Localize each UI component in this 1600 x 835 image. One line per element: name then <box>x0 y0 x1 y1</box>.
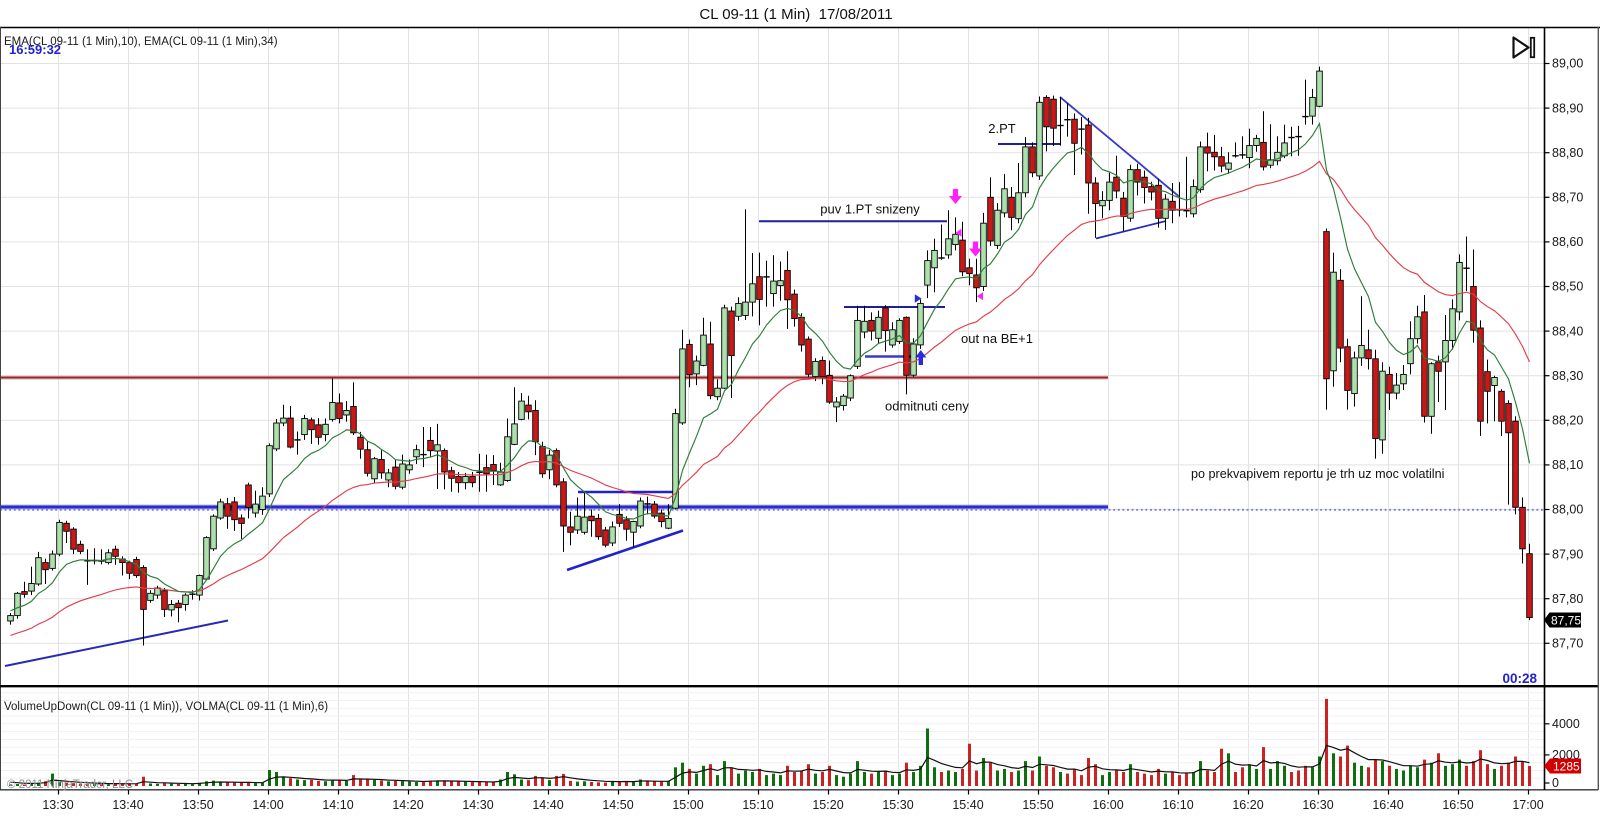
svg-text:88,00: 88,00 <box>1552 503 1583 517</box>
svg-text:88,60: 88,60 <box>1552 235 1583 249</box>
svg-text:odmitnuti ceny: odmitnuti ceny <box>885 399 969 414</box>
svg-text:14:20: 14:20 <box>392 798 423 812</box>
svg-text:16:30: 16:30 <box>1302 798 1333 812</box>
svg-text:00:28: 00:28 <box>1502 671 1537 686</box>
svg-text:13:40: 13:40 <box>112 798 143 812</box>
svg-text:14:30: 14:30 <box>462 798 493 812</box>
svg-text:VolumeUpDown(CL 09-11 (1 Min)): VolumeUpDown(CL 09-11 (1 Min)), VOLMA(CL… <box>4 701 328 713</box>
svg-text:14:40: 14:40 <box>532 798 563 812</box>
svg-text:87,80: 87,80 <box>1552 592 1583 606</box>
svg-text:CL 09-11 (1 Min) 17/08/2011: CL 09-11 (1 Min) 17/08/2011 <box>699 6 892 23</box>
svg-text:16:50: 16:50 <box>1442 798 1473 812</box>
svg-text:EMA(CL 09-11 (1 Min),10), EMA(: EMA(CL 09-11 (1 Min),10), EMA(CL 09-11 (… <box>4 36 278 48</box>
svg-text:89,00: 89,00 <box>1552 57 1583 71</box>
svg-text:14:50: 14:50 <box>602 798 633 812</box>
svg-text:87,90: 87,90 <box>1552 547 1583 561</box>
svg-text:15:50: 15:50 <box>1022 798 1053 812</box>
svg-text:15:20: 15:20 <box>812 798 843 812</box>
svg-text:88,70: 88,70 <box>1552 191 1583 205</box>
svg-text:po prekvapivem reportu je trh: po prekvapivem reportu je trh uz moc vol… <box>1191 467 1444 481</box>
svg-text:puv 1.PT snizeny: puv 1.PT snizeny <box>820 202 920 217</box>
svg-text:16:20: 16:20 <box>1232 798 1263 812</box>
svg-text:88,30: 88,30 <box>1552 369 1583 383</box>
svg-text:13:30: 13:30 <box>42 798 73 812</box>
svg-text:15:10: 15:10 <box>742 798 773 812</box>
svg-text:87,70: 87,70 <box>1552 637 1583 651</box>
svg-text:87,75: 87,75 <box>1551 613 1581 627</box>
svg-text:88,40: 88,40 <box>1552 324 1583 338</box>
svg-text:2.PT: 2.PT <box>988 121 1016 136</box>
svg-text:88,20: 88,20 <box>1552 414 1583 428</box>
svg-text:13:50: 13:50 <box>182 798 213 812</box>
svg-text:16:10: 16:10 <box>1162 798 1193 812</box>
svg-text:15:40: 15:40 <box>952 798 983 812</box>
svg-text:© 2011 NinjaTrader, LLC: © 2011 NinjaTrader, LLC <box>7 779 133 791</box>
svg-text:17:00: 17:00 <box>1512 798 1543 812</box>
svg-text:1285: 1285 <box>1553 759 1580 773</box>
svg-text:16:00: 16:00 <box>1092 798 1123 812</box>
svg-text:4000: 4000 <box>1552 717 1580 731</box>
svg-text:16:40: 16:40 <box>1372 798 1403 812</box>
svg-text:88,10: 88,10 <box>1552 458 1583 472</box>
svg-text:14:00: 14:00 <box>252 798 283 812</box>
svg-text:88,80: 88,80 <box>1552 146 1583 160</box>
svg-text:14:10: 14:10 <box>322 798 353 812</box>
svg-text:0: 0 <box>1552 776 1559 790</box>
svg-text:88,50: 88,50 <box>1552 280 1583 294</box>
svg-text:16:59:32: 16:59:32 <box>9 42 61 57</box>
svg-text:15:00: 15:00 <box>672 798 703 812</box>
svg-text:out na BE+1: out na BE+1 <box>961 331 1033 346</box>
svg-text:15:30: 15:30 <box>882 798 913 812</box>
svg-text:88,90: 88,90 <box>1552 101 1583 115</box>
